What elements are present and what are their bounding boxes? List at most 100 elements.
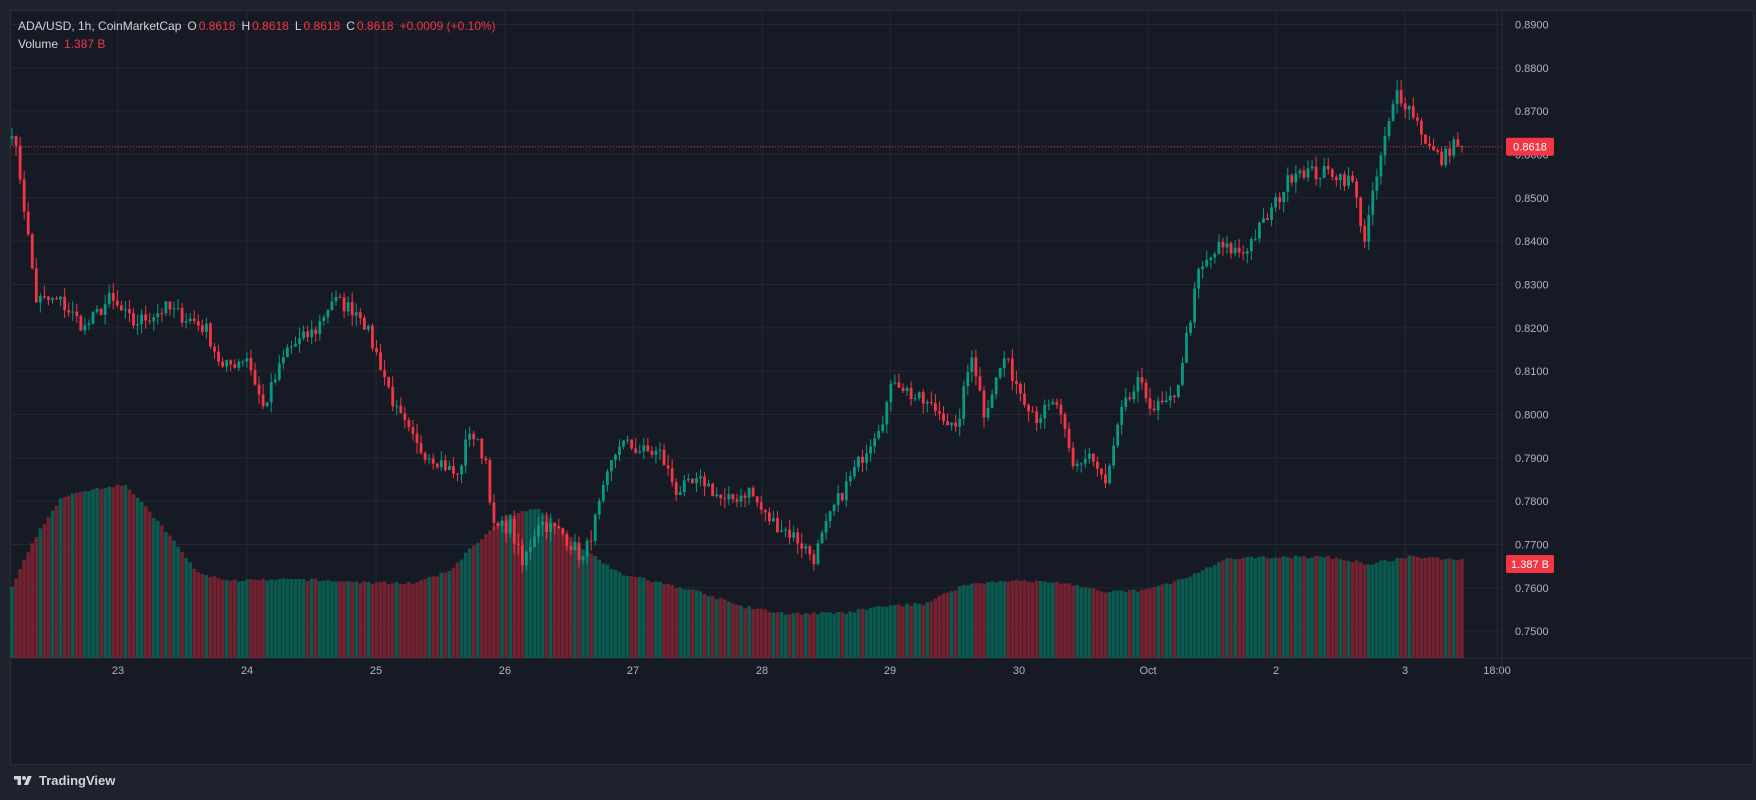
candle-body (593, 514, 597, 541)
candle-body (500, 520, 504, 527)
candle-body (1027, 404, 1030, 412)
volume-bar (1362, 564, 1367, 658)
volume-bar (775, 612, 780, 658)
candle-body (1314, 166, 1318, 180)
candle-body (1334, 176, 1338, 180)
candle-body (22, 179, 26, 212)
y-tick-label: 0.8300 (1515, 280, 1549, 292)
volume-bar (1326, 555, 1331, 658)
volume-bar (808, 614, 812, 658)
volume-bar (1136, 591, 1140, 658)
volume-bar (504, 516, 508, 658)
candle-body (34, 268, 38, 303)
volume-bar (46, 516, 51, 658)
candle-body (95, 308, 99, 312)
volume-bar (1290, 558, 1294, 658)
candle-body (925, 402, 929, 404)
candle-body (557, 526, 561, 529)
volume-bar (1285, 557, 1290, 658)
candle-body (200, 325, 204, 332)
volume-bar (1022, 580, 1027, 658)
volume-bar (322, 580, 326, 658)
candle-body (79, 316, 83, 331)
candle-body (929, 402, 933, 404)
y-tick-label: 0.8200 (1515, 323, 1549, 335)
candle-body (978, 376, 982, 391)
volume-bar (156, 520, 160, 658)
volume-bar (1034, 580, 1039, 658)
candle-body (1351, 175, 1354, 182)
candle-body (1326, 165, 1330, 170)
volume-bar (253, 579, 257, 658)
volume-bar (354, 581, 359, 658)
volume-bar (374, 582, 379, 658)
candle-body (942, 413, 945, 422)
candle-body (18, 145, 22, 180)
tradingview-logo-icon (14, 775, 32, 785)
candle-body (176, 308, 180, 310)
legend-volume-value: 1.387 B (64, 37, 106, 51)
candle-body (217, 351, 220, 362)
candle-body (597, 500, 601, 515)
candle-body (658, 449, 662, 452)
volume-bar (512, 515, 516, 658)
candle-body (51, 298, 54, 301)
volume-bar (925, 602, 930, 658)
volume-bar (727, 601, 731, 658)
volume-bar (1160, 584, 1164, 658)
volume-bar (378, 581, 383, 658)
candle-body (848, 476, 852, 482)
volume-bar (1447, 558, 1452, 658)
x-tick-label: 29 (884, 665, 896, 677)
candle-body (1059, 404, 1063, 415)
candle-body (792, 532, 796, 538)
candle-body (662, 449, 666, 466)
volume-bar (1018, 581, 1023, 658)
volume-bar (933, 598, 938, 658)
volume-bar (1192, 573, 1197, 658)
candle-body (865, 453, 868, 463)
volume-bar (390, 583, 395, 658)
candle-body (666, 465, 670, 469)
candle-body (1201, 266, 1205, 269)
candle-body (128, 309, 131, 314)
legend-symbol[interactable]: ADA/USD, 1h, CoinMarketCap (18, 19, 182, 33)
candle-body (334, 296, 338, 302)
candle-body (1067, 428, 1071, 448)
volume-bar (54, 505, 59, 658)
volume-bar (87, 491, 91, 658)
volume-bar (1099, 591, 1104, 658)
volume-bar (779, 612, 784, 658)
candle-body (1294, 173, 1298, 183)
candle-body (1079, 463, 1083, 465)
candle-body (784, 529, 787, 531)
volume-bar (577, 546, 581, 658)
volume-bar (1346, 560, 1351, 658)
volume-bar (540, 512, 545, 658)
volume-bar (1456, 560, 1460, 658)
candle-body (140, 314, 143, 325)
candle-body (1063, 414, 1067, 429)
volume-bar (864, 609, 869, 658)
volume-bar (763, 609, 768, 658)
legend-volume-label[interactable]: Volume (18, 37, 59, 51)
volume-bar (1164, 583, 1169, 658)
volume-bar (1204, 567, 1209, 658)
tradingview-brand[interactable]: TradingView (12, 773, 115, 788)
volume-bar (115, 484, 120, 658)
candle-body (1209, 257, 1213, 260)
candle-body (934, 402, 937, 412)
candle-body (832, 504, 836, 512)
volume-bar (791, 613, 796, 658)
candle-body (148, 320, 152, 322)
candle-body (233, 364, 237, 368)
candle-body (281, 357, 285, 364)
candle-body (439, 460, 443, 468)
candle-body (10, 136, 14, 139)
candle-body (780, 530, 783, 533)
candle-body (711, 483, 715, 497)
candle-body (168, 301, 172, 310)
candle-body (338, 296, 342, 298)
volume-bar (119, 485, 124, 658)
